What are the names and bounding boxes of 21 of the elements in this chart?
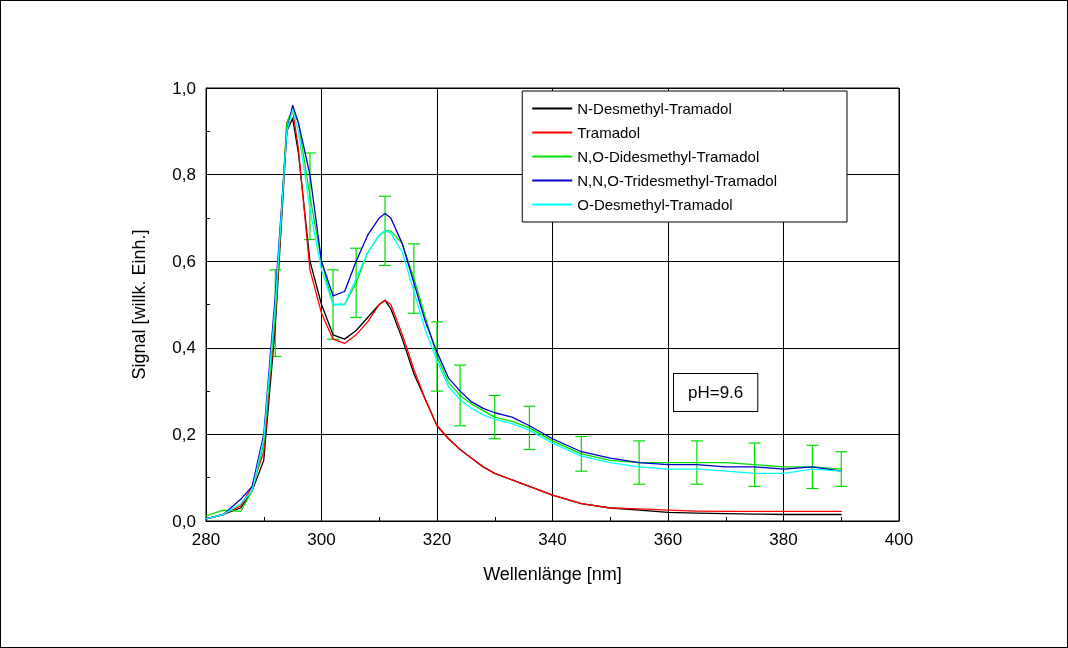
- legend-label: O-Desmethyl-Tramadol: [577, 196, 733, 213]
- y-tick-label: 0,0: [172, 511, 196, 531]
- y-tick-label: 0,6: [172, 251, 196, 271]
- x-tick-label: 340: [538, 530, 567, 549]
- x-tick-label: 280: [191, 530, 221, 549]
- legend-label: N,O-Didesmethyl-Tramadol: [577, 148, 760, 165]
- x-axis-title: Wellenlänge [nm]: [483, 564, 622, 584]
- y-tick-label: 0,2: [172, 424, 196, 444]
- legend-label: N-Desmethyl-Tramadol: [577, 100, 732, 117]
- x-tick-label: 320: [422, 530, 452, 549]
- x-tick-label: 360: [653, 530, 683, 549]
- x-tick-label: 400: [884, 530, 914, 549]
- legend-label: N,N,O-Tridesmethyl-Tramadol: [577, 172, 778, 189]
- annotation: pH=9.6: [688, 383, 744, 402]
- legend-label: Tramadol: [577, 124, 641, 141]
- x-tick-label: 300: [307, 530, 336, 549]
- y-tick-label: 0,4: [172, 338, 196, 358]
- x-tick-label: 380: [769, 530, 798, 549]
- y-axis-title: Signal [willk. Einh.]: [129, 229, 149, 380]
- y-tick-label: 1,0: [172, 78, 196, 98]
- y-tick-label: 0,8: [172, 165, 196, 185]
